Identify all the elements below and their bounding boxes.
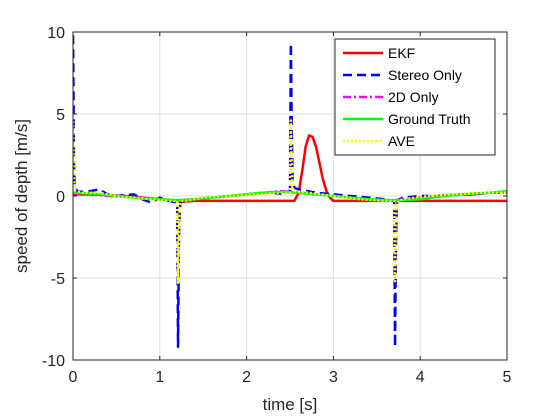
x-tick-label: 1: [155, 369, 164, 386]
x-tick-label: 3: [329, 369, 338, 386]
x-tick-label: 5: [503, 369, 512, 386]
x-tick-label: 0: [69, 369, 78, 386]
y-axis-label: speed of depth [m/s]: [12, 119, 31, 273]
legend-label-2d-only: 2D Only: [388, 89, 439, 105]
x-tick-label: 2: [242, 369, 251, 386]
y-tick-label: 5: [56, 107, 65, 124]
legend-label-ekf: EKF: [388, 45, 415, 61]
y-tick-label: 0: [56, 189, 65, 206]
y-axis-ticks: -10 -5 0 5 10: [42, 25, 507, 370]
series-group: [73, 35, 507, 349]
series-line-ave: [73, 117, 507, 285]
y-tick-label: -5: [51, 271, 65, 288]
legend-label-stereo-only: Stereo Only: [388, 67, 462, 83]
legend-label-ground-truth: Ground Truth: [388, 111, 471, 127]
x-axis-label: time [s]: [263, 395, 318, 414]
x-tick-label: 4: [416, 369, 425, 386]
x-axis-ticks: 0 1 2 3 4 5: [69, 32, 512, 386]
legend: EKF Stereo Only 2D Only Ground Truth AVE: [334, 38, 496, 156]
legend-label-ave: AVE: [388, 133, 415, 149]
y-tick-label: 10: [47, 25, 65, 42]
y-tick-label: -10: [42, 353, 65, 370]
